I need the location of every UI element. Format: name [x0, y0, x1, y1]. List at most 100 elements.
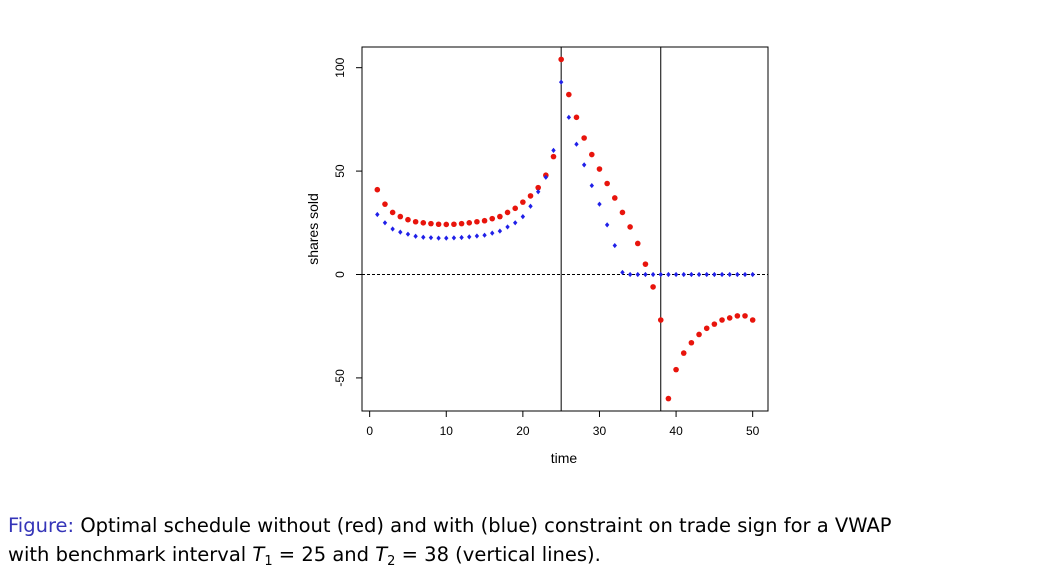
point — [604, 180, 610, 187]
point — [574, 141, 579, 147]
point — [421, 234, 426, 240]
y-tick-label: 100 — [333, 57, 347, 77]
x-tick-label: 10 — [440, 424, 454, 438]
point — [680, 350, 687, 356]
point — [681, 271, 686, 278]
point — [650, 284, 656, 290]
point — [719, 317, 725, 323]
point — [658, 271, 663, 278]
point — [689, 271, 694, 278]
x-tick-label: 40 — [669, 424, 683, 438]
point — [696, 331, 702, 338]
point — [489, 215, 496, 222]
point — [581, 135, 587, 141]
y-tick-label: -50 — [333, 369, 347, 387]
x-tick-label: 50 — [746, 424, 760, 438]
point — [412, 218, 419, 225]
point — [726, 315, 733, 321]
point — [666, 271, 671, 278]
point — [727, 271, 732, 278]
point — [627, 271, 633, 278]
point — [551, 147, 556, 154]
point — [735, 271, 740, 278]
point — [451, 221, 457, 228]
caption-text: = 25 and — [273, 543, 376, 566]
point — [597, 201, 602, 207]
caption-text: with benchmark interval — [8, 543, 252, 566]
point — [611, 195, 618, 201]
point — [673, 366, 679, 373]
x-axis-label: time — [551, 450, 578, 466]
point — [497, 228, 503, 234]
y-tick-label: 50 — [333, 164, 347, 178]
point — [382, 220, 388, 226]
point — [428, 220, 434, 227]
point — [627, 224, 633, 230]
caption-math: T — [252, 543, 266, 566]
point — [435, 221, 442, 228]
caption-label: Figure: — [8, 514, 74, 537]
y-axis-label: shares sold — [305, 193, 321, 265]
point — [711, 321, 718, 327]
point — [527, 193, 534, 199]
caption-line: Figure: Optimal schedule without (red) a… — [8, 514, 892, 537]
chart: time shares sold 0 10 20 30 40 50 -50 0 50 100 — [305, 46, 769, 466]
point — [397, 213, 404, 220]
point — [528, 203, 533, 209]
point — [634, 240, 641, 247]
point — [535, 189, 541, 195]
point — [566, 91, 572, 98]
point — [413, 233, 418, 239]
point — [389, 209, 396, 216]
point — [581, 162, 587, 168]
point — [573, 114, 580, 121]
point — [474, 218, 480, 225]
point — [642, 261, 649, 267]
point — [650, 271, 656, 278]
point — [513, 220, 518, 226]
point — [405, 231, 411, 237]
point — [734, 313, 741, 319]
point — [688, 339, 695, 346]
point — [444, 235, 449, 241]
point — [505, 224, 510, 230]
point — [458, 220, 465, 227]
point — [566, 114, 572, 120]
point — [742, 313, 748, 319]
point — [467, 234, 472, 240]
point — [657, 317, 664, 323]
caption-sub: 1 — [264, 554, 272, 569]
caption-line: with benchmark interval T1 = 25 and T2 =… — [8, 543, 601, 569]
caption-text: Optimal schedule without (red) and with … — [80, 514, 891, 537]
point — [374, 186, 381, 193]
point — [612, 242, 617, 249]
caption-math: T — [375, 543, 389, 566]
point — [375, 211, 380, 218]
point — [742, 271, 748, 278]
point — [436, 235, 441, 241]
point — [482, 232, 487, 238]
point — [665, 395, 672, 402]
point — [466, 219, 473, 226]
point — [619, 209, 626, 216]
point — [405, 216, 411, 223]
point — [703, 325, 710, 332]
plot-frame — [361, 46, 769, 412]
point — [620, 269, 625, 276]
point — [604, 222, 610, 228]
point — [390, 226, 395, 232]
point — [719, 271, 725, 278]
point — [643, 271, 648, 278]
y-tick-label: 0 — [333, 271, 347, 278]
point — [382, 201, 388, 207]
point — [443, 221, 450, 228]
caption-text: = 38 (vertical lines). — [395, 543, 600, 566]
x-tick-label: 30 — [593, 424, 607, 438]
point — [696, 271, 702, 278]
point — [712, 271, 717, 278]
point — [497, 213, 503, 220]
point — [589, 151, 595, 158]
point — [459, 234, 464, 241]
